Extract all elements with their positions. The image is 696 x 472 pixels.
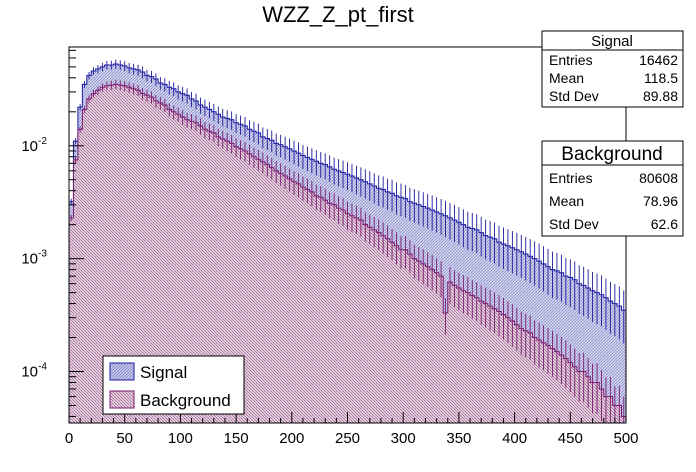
signal-mean-label: Mean: [549, 70, 584, 86]
background-stddev-value: 62.6: [651, 216, 678, 232]
signal-stddev-value: 89.88: [643, 88, 678, 104]
x-tick-label: 200: [279, 430, 304, 447]
x-tick-label: 250: [335, 430, 360, 447]
x-tick-label: 450: [558, 430, 583, 447]
x-tick-label: 500: [613, 430, 638, 447]
x-tick-label: 100: [168, 430, 193, 447]
y-axis: 10-410-310-2: [21, 49, 84, 417]
chart-title: WZZ_Z_pt_first: [262, 2, 414, 27]
signal-entries-value: 16462: [639, 52, 678, 68]
legend: Signal Background: [102, 355, 245, 415]
x-tick-label: 300: [391, 430, 416, 447]
y-tick-label: 10: [21, 251, 38, 268]
y-tick-exponent: -4: [38, 362, 47, 373]
x-tick-label: 150: [224, 430, 249, 447]
signal-entries-label: Entries: [549, 52, 593, 68]
legend-label-background: Background: [140, 391, 231, 410]
histogram-layer: [69, 59, 626, 423]
legend-swatch-background: [109, 390, 135, 409]
x-tick-label: 50: [116, 430, 133, 447]
signal-stats-box: Signal Entries 16462 Mean 118.5 Std Dev …: [541, 30, 684, 108]
legend-swatch-signal: [109, 362, 135, 381]
y-tick-exponent: -2: [38, 136, 47, 147]
background-mean-value: 78.96: [643, 193, 678, 209]
background-entries-value: 80608: [639, 170, 678, 186]
signal-mean-value: 118.5: [644, 70, 678, 86]
background-stats-box: Background Entries 80608 Mean 78.96 Std …: [541, 140, 684, 237]
signal-stddev-label: Std Dev: [549, 88, 599, 104]
signal-stats-title: Signal: [591, 33, 633, 50]
legend-label-signal: Signal: [140, 363, 187, 382]
x-tick-label: 400: [502, 430, 527, 447]
y-tick-label: 10: [21, 138, 38, 155]
background-entries-label: Entries: [549, 170, 593, 186]
background-mean-label: Mean: [549, 193, 584, 209]
x-axis: 0 50 100 150 200 250 300 350 400 450 500: [65, 412, 639, 447]
y-tick-exponent: -3: [38, 249, 47, 260]
background-stddev-label: Std Dev: [549, 216, 599, 232]
y-tick-label: 10: [21, 364, 38, 381]
x-tick-label: 350: [446, 430, 471, 447]
x-tick-label: 0: [65, 430, 73, 447]
background-stats-title: Background: [561, 144, 662, 165]
